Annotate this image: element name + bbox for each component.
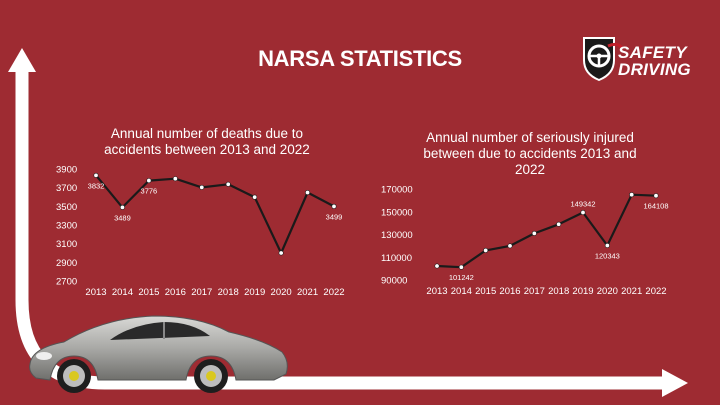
safety-driving-logo [583, 37, 624, 82]
chart1-title-line2: accidents between 2013 and 2022 [104, 142, 310, 157]
deaths-series-line [95, 174, 335, 255]
deaths-ytick-label: 3900 [56, 165, 77, 176]
injured-xtick-label: 2019 [572, 286, 593, 297]
deaths-data-label: 3489 [114, 213, 131, 222]
injured-ytick-label: 110000 [381, 253, 412, 264]
deaths-point [172, 176, 178, 182]
injured-ytick-label: 170000 [381, 185, 413, 196]
deaths-xtick-label: 2013 [85, 287, 106, 298]
injured-series-line [436, 193, 657, 269]
deaths-xtick-label: 2018 [218, 287, 239, 298]
deaths-point [331, 203, 337, 209]
injured-xtick-label: 2014 [451, 286, 472, 297]
deaths-xtick-label: 2022 [323, 287, 344, 298]
deaths-data-label: 3832 [88, 181, 105, 190]
injured-point [629, 192, 635, 198]
injured-point [556, 221, 562, 227]
injured-xtick-label: 2021 [621, 286, 642, 297]
arrow-head-right-icon [662, 369, 688, 397]
injured-point [531, 230, 537, 236]
injured-point [507, 243, 513, 249]
deaths-point [146, 178, 152, 184]
deaths-xtick-label: 2015 [138, 287, 159, 298]
chart1-title-line1: Annual number of deaths due to [110, 126, 304, 141]
injured-data-label: 120343 [595, 251, 620, 260]
deaths-point [305, 190, 311, 196]
chart2-title-line2: between due to accidents 2013 and [423, 146, 637, 161]
deaths-xtick-label: 2019 [244, 287, 265, 298]
injured-point [604, 242, 610, 248]
deaths-point [119, 204, 125, 210]
deaths-ytick-label: 3500 [56, 202, 77, 213]
injured-xtick-label: 2022 [645, 286, 666, 297]
deaths-xtick-label: 2014 [112, 287, 133, 298]
injured-point [483, 247, 489, 253]
injured-data-label: 149342 [570, 199, 595, 208]
injured-ytick-label: 130000 [381, 230, 413, 241]
injured-xtick-label: 2015 [475, 286, 496, 297]
deaths-data-label: 3776 [141, 187, 158, 196]
injured-ytick-label: 90000 [381, 276, 407, 287]
deaths-ytick-label: 3700 [56, 183, 77, 194]
logo-text-line1: SAFETY [618, 43, 687, 62]
injured-xtick-label: 2013 [426, 286, 447, 297]
deaths-xtick-label: 2021 [297, 287, 318, 298]
deaths-ytick-label: 3300 [56, 221, 77, 232]
deaths-point [225, 181, 231, 187]
deaths-ytick-label: 3100 [56, 239, 77, 250]
deaths-xtick-label: 2017 [191, 287, 212, 298]
deaths-data-label: 3499 [326, 212, 343, 221]
deaths-ytick-label: 2700 [56, 277, 77, 288]
deaths-point [93, 172, 99, 178]
injured-data-label: 164108 [643, 202, 668, 211]
deaths-point [278, 250, 284, 256]
chart1-title: Annual number of deaths due to accidents… [82, 126, 332, 158]
chart2-title-line3: 2022 [514, 162, 546, 177]
injured-point [653, 193, 659, 199]
sports-car-illustration [29, 315, 288, 393]
deaths-point [199, 184, 205, 190]
deaths-xtick-label: 2020 [271, 287, 292, 298]
deaths-xtick-label: 2016 [165, 287, 186, 298]
injured-xtick-label: 2018 [548, 286, 569, 297]
page-title: NARSA STATISTICS [258, 46, 462, 71]
chart2-title-line1: Annual number of seriously injured [426, 130, 634, 145]
deaths-ytick-label: 2900 [56, 258, 77, 269]
injured-xtick-label: 2020 [597, 286, 618, 297]
injured-data-label: 101242 [449, 273, 474, 282]
injured-xtick-label: 2016 [499, 286, 520, 297]
injured-xtick-label: 2017 [524, 286, 545, 297]
chart2-title: Annual number of seriously injured betwe… [405, 130, 655, 178]
injured-point [458, 264, 464, 270]
injured-ytick-label: 150000 [381, 207, 413, 218]
logo-text-line2: DRIVING [618, 60, 691, 79]
arrow-head-up-icon [8, 48, 36, 72]
deaths-point [252, 194, 258, 200]
injured-point [580, 209, 586, 215]
injured-point [434, 263, 440, 269]
